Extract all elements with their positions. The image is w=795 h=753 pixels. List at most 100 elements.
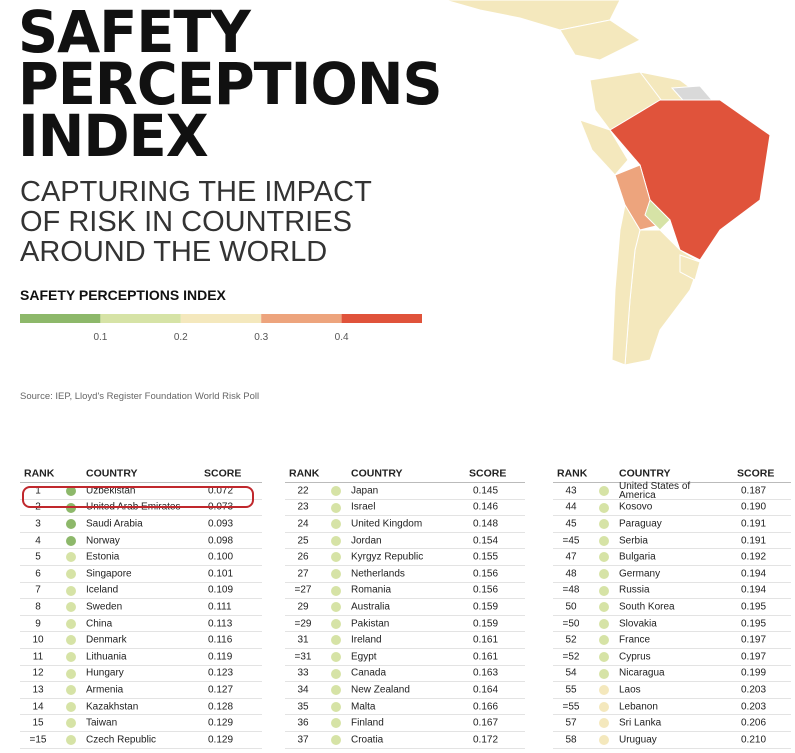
subtitle-line: CAPTURING THE IMPACT (20, 176, 372, 208)
legend-swatch (20, 314, 101, 323)
rank: 58 (565, 734, 577, 746)
score-dot (331, 552, 341, 563)
table-row: 5 Estonia 0.100 (20, 549, 262, 566)
table-row: 37 Croatia 0.172 (285, 732, 525, 749)
table-row: 47 Bulgaria 0.192 (553, 549, 791, 566)
country: Czech Republic (86, 734, 157, 746)
score: 0.197 (741, 651, 767, 663)
score-dot (599, 486, 609, 496)
score-dot (599, 734, 609, 745)
country: Kosovo (619, 501, 653, 513)
table-row: 26 Kyrgyz Republic 0.155 (285, 549, 525, 566)
country: Taiwan (86, 717, 118, 729)
score: 0.197 (741, 634, 767, 646)
rank: 34 (297, 684, 309, 696)
table-row: =27 Romania 0.156 (285, 583, 525, 600)
score: 0.163 (473, 667, 499, 679)
table-row: 48 Germany 0.194 (553, 566, 791, 583)
subtitle-line: OF RISK IN COUNTRIES (20, 206, 352, 238)
legend-swatch (100, 314, 181, 323)
rank: =48 (562, 584, 580, 596)
table-row: 50 South Korea 0.195 (553, 599, 791, 616)
country: Canada (351, 667, 387, 679)
table-row: 8 Sweden 0.111 (20, 599, 262, 616)
table-row: 24 United Kingdom 0.148 (285, 516, 525, 533)
score: 0.206 (741, 717, 767, 729)
score: 0.192 (741, 551, 767, 563)
rank: 48 (565, 568, 577, 580)
score-dot (599, 651, 609, 662)
table-row: 33 Canada 0.163 (285, 666, 525, 683)
rank: 47 (565, 551, 577, 563)
table-row: 54 Nicaragua 0.199 (553, 666, 791, 683)
country: United Kingdom (351, 518, 423, 530)
score-dot (331, 701, 341, 712)
country: Nicaragua (619, 667, 665, 679)
score-dot (66, 701, 76, 712)
country: Armenia (86, 684, 124, 696)
table-row: =48 Russia 0.194 (553, 583, 791, 600)
score-dot (331, 668, 341, 679)
legend-tick-label: 0.2 (174, 332, 188, 343)
score-dot (331, 486, 341, 496)
rank: 55 (565, 684, 577, 696)
rank: 54 (565, 667, 577, 679)
rank: 33 (297, 667, 309, 679)
table-header: RANK COUNTRY SCORE (20, 466, 262, 483)
score-dot (331, 635, 341, 646)
score-dot (66, 602, 76, 613)
rank: 8 (35, 601, 41, 613)
score-dot (331, 535, 341, 546)
score: 0.203 (741, 701, 767, 713)
country: New Zealand (351, 684, 410, 696)
rank: 29 (297, 601, 309, 613)
country: Sri Lanka (619, 717, 662, 729)
rank: 1 (35, 485, 41, 497)
table-row: 9 China 0.113 (20, 616, 262, 633)
score: 0.194 (741, 584, 767, 596)
country: Saudi Arabia (86, 518, 143, 530)
score: 0.156 (473, 568, 499, 580)
country: Slovakia (619, 618, 657, 630)
score: 0.129 (208, 717, 234, 729)
rank: 10 (32, 634, 44, 646)
country: Kazakhstan (86, 701, 139, 713)
table-row: =45 Serbia 0.191 (553, 533, 791, 550)
score: 0.155 (473, 551, 499, 563)
rank: 35 (297, 701, 309, 713)
score-dot (331, 568, 341, 579)
score-dot (66, 618, 76, 629)
score: 0.195 (741, 618, 767, 630)
score-dot (331, 651, 341, 662)
country: Russia (619, 584, 650, 596)
column-header: COUNTRY (619, 467, 671, 480)
country: Egypt (351, 651, 377, 663)
map-region (611, 203, 641, 366)
rank: 27 (297, 568, 309, 580)
country: Malta (351, 701, 376, 713)
score-dot (66, 535, 76, 546)
score-dot (66, 718, 76, 729)
rank: 57 (565, 717, 577, 729)
map-region (559, 19, 641, 61)
rank: 52 (565, 634, 577, 646)
score: 0.148 (473, 518, 499, 530)
legend-title: SAFETY PERCEPTIONS INDEX (20, 287, 226, 303)
table-row: 4 Norway 0.098 (20, 533, 262, 550)
score-dot (66, 651, 76, 662)
rank: =31 (294, 651, 312, 663)
table-row: 1 Uzbekistan 0.072 (20, 483, 262, 500)
score-dot (331, 585, 341, 596)
rank: =45 (562, 535, 580, 547)
score-dot (66, 585, 76, 596)
table-row: 29 Australia 0.159 (285, 599, 525, 616)
score: 0.187 (741, 485, 767, 497)
score-dot (599, 535, 609, 546)
country: Sweden (86, 601, 123, 613)
country: Israel (351, 501, 376, 513)
score-dot (66, 734, 76, 745)
legend-tick-label: 0.4 (335, 332, 349, 343)
score: 0.166 (473, 701, 499, 713)
score: 0.190 (741, 501, 767, 513)
rank: =55 (562, 701, 580, 713)
